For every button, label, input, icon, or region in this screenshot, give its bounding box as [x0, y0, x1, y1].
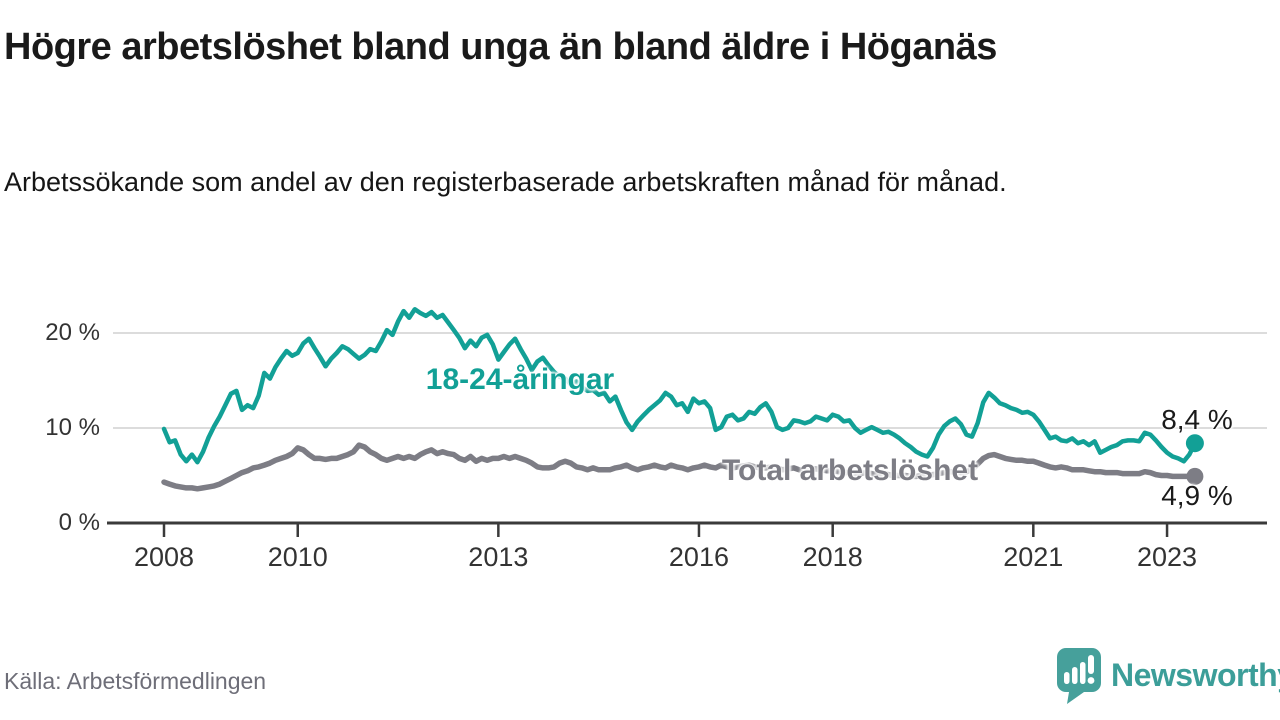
newsworthy-logo-icon — [1057, 648, 1101, 704]
source-text: Källa: Arbetsförmedlingen — [4, 668, 267, 694]
series-label-youth: 18-24-åringar — [425, 363, 615, 396]
x-axis-label: 2013 — [468, 542, 529, 572]
brand-name: Newsworthy — [1111, 656, 1280, 693]
series-lines — [161, 307, 1204, 492]
series-end-dot-youth — [1185, 434, 1204, 453]
end-value-label-youth: 8,4 % — [1161, 404, 1233, 435]
page-subtitle: Arbetssökande som andel av den registerb… — [4, 167, 1007, 197]
logo-bars-icon — [1064, 662, 1086, 684]
end-value-label-total: 4,9 % — [1161, 480, 1233, 511]
series-line-total — [161, 442, 1198, 492]
logo-exclamation-icon — [1087, 655, 1095, 684]
page-title: Högre arbetslöshet bland unga än bland ä… — [4, 26, 997, 68]
gridlines — [113, 332, 1267, 429]
speech-bubble-shape — [1057, 648, 1101, 704]
y-axis-label: 0 % — [58, 509, 100, 536]
x-axis-label: 2018 — [802, 542, 863, 572]
y-axis-label: 10 % — [45, 414, 100, 441]
series-line-youth — [161, 307, 1198, 465]
x-axis-label: 2023 — [1137, 542, 1198, 572]
x-axis-label: 2008 — [133, 542, 195, 572]
series-label-total: Total arbetslöshet — [721, 454, 979, 487]
y-axis-label: 20 % — [45, 319, 100, 346]
x-axis-label: 2016 — [668, 542, 729, 572]
newsworthy-logo: Newsworthy — [1054, 646, 1280, 704]
x-axis-label: 2010 — [267, 542, 328, 572]
x-axis-ticks — [162, 523, 1169, 537]
x-axis-label: 2021 — [1003, 542, 1064, 572]
